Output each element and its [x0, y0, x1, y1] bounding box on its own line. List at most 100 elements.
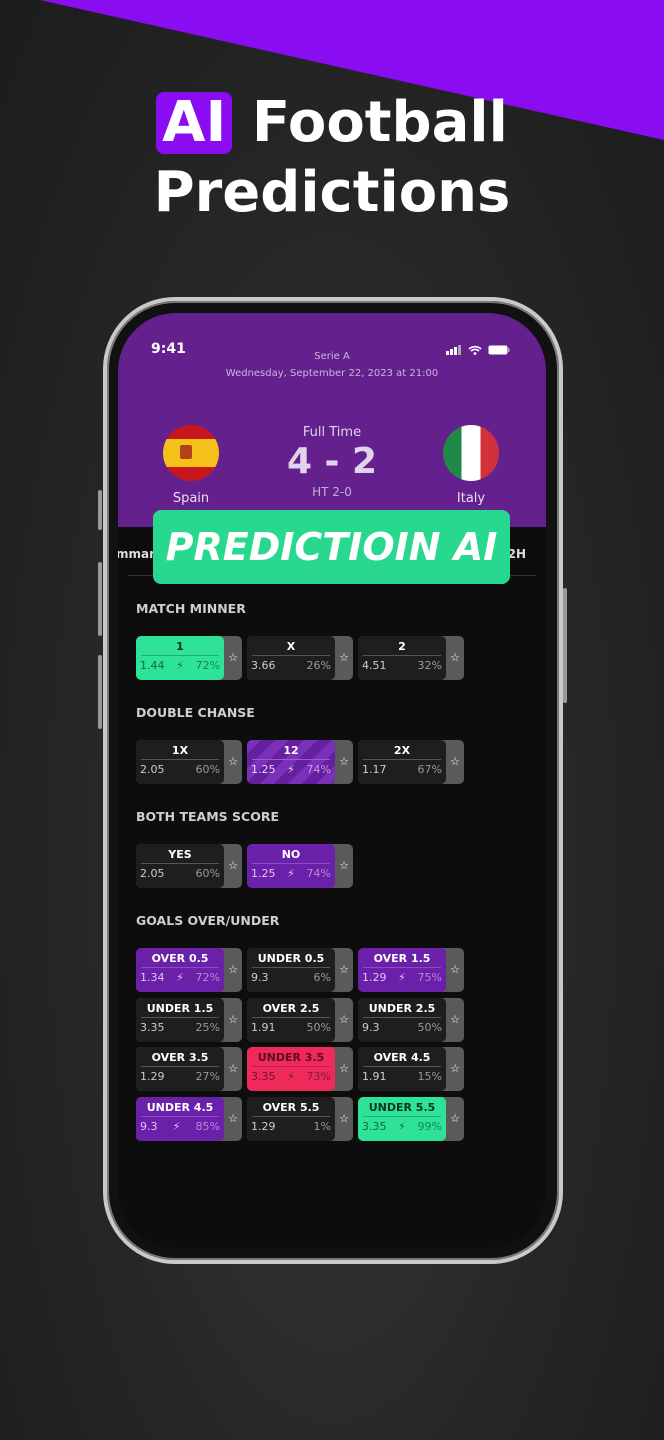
lightning-icon: ⚡︎ [287, 763, 295, 776]
star-favorite-icon[interactable]: ☆ [228, 1012, 238, 1026]
odds-card[interactable]: OVER 4.5 1.91 15% ☆ [358, 1047, 464, 1091]
status-time: 9:41 [151, 341, 186, 357]
odds-percent: 60% [195, 867, 220, 880]
odds-card[interactable]: UNDER 4.5 9.3 ⚡︎ 85% ☆ [136, 1096, 242, 1141]
odds-card-body[interactable]: UNDER 2.5 9.3 50% [358, 997, 446, 1042]
star-favorite-icon[interactable]: ☆ [339, 1012, 349, 1026]
tab-summary[interactable]: mmary [118, 547, 163, 561]
odds-card[interactable]: 2X 1.17 67% ☆ [358, 740, 464, 784]
odds-card[interactable]: OVER 3.5 1.29 27% ☆ [136, 1047, 242, 1091]
odds-card-body[interactable]: OVER 4.5 1.91 15% [358, 1047, 446, 1091]
star-favorite-icon[interactable]: ☆ [450, 1062, 460, 1075]
odds-card-body[interactable]: 2X 1.17 67% [358, 740, 446, 784]
match-header: 9:41 Serie A Wednesday, September 22, 20… [118, 313, 546, 527]
odds-percent: 15% [417, 1070, 442, 1083]
star-favorite-icon[interactable]: ☆ [450, 651, 460, 664]
odds-card[interactable]: UNDER 3.5 3.35 ⚡︎ 73% ☆ [247, 1047, 353, 1091]
tab-2h[interactable]: 2H [507, 547, 526, 561]
odds-card-body[interactable]: OVER 0.5 1.34 ⚡︎ 72% [136, 948, 224, 992]
odds-card[interactable]: 1 1.44 ⚡︎ 72% ☆ [136, 636, 242, 680]
odds-card-body[interactable]: UNDER 4.5 9.3 ⚡︎ 85% [136, 1096, 224, 1141]
odds-card-body[interactable]: UNDER 5.5 3.35 ⚡︎ 99% [358, 1096, 446, 1141]
odds-percent: 75% [417, 971, 442, 984]
lightning-icon: ⚡︎ [287, 1070, 295, 1083]
star-favorite-icon[interactable]: ☆ [450, 1111, 460, 1125]
match-score: 4 - 2 [286, 441, 378, 482]
odds-card[interactable]: OVER 5.5 1.29 1% ☆ [247, 1096, 353, 1141]
star-favorite-icon[interactable]: ☆ [228, 859, 238, 872]
odds-percent: 60% [195, 763, 220, 776]
odds-card-body[interactable]: 12 1.25 ⚡︎ 74% [247, 740, 335, 784]
odds-card[interactable]: 2 4.51 32% ☆ [358, 636, 464, 680]
odds-card[interactable]: 12 1.25 ⚡︎ 74% ☆ [247, 740, 353, 784]
phone-button [98, 655, 102, 729]
halftime-score: HT 2-0 [312, 485, 352, 499]
section-title: MATCH MINNER [136, 601, 246, 616]
home-team[interactable]: Spain [172, 491, 210, 506]
odds-value: 1.25 [251, 763, 276, 776]
odds-card[interactable]: YES 2.05 60% ☆ [136, 844, 242, 888]
odds-value: 2.05 [140, 763, 165, 776]
star-favorite-icon[interactable]: ☆ [228, 1062, 238, 1075]
odds-value: 1.44 [140, 659, 165, 672]
star-favorite-icon[interactable]: ☆ [339, 963, 349, 976]
odds-card-body[interactable]: OVER 3.5 1.29 27% [136, 1047, 224, 1091]
odds-card-body[interactable]: UNDER 1.5 3.35 25% [136, 997, 224, 1042]
odds-label: UNDER 1.5 [141, 998, 219, 1018]
section-title: GOALS OVER/UNDER [136, 913, 280, 928]
odds-percent: 27% [195, 1070, 220, 1083]
odds-card-body[interactable]: OVER 2.5 1.91 50% [247, 997, 335, 1042]
spain-flag-icon[interactable] [163, 425, 219, 481]
odds-card[interactable]: OVER 2.5 1.91 50% ☆ [247, 997, 353, 1042]
odds-label: OVER 3.5 [141, 1047, 219, 1067]
star-favorite-icon[interactable]: ☆ [228, 755, 238, 768]
odds-card[interactable]: X 3.66 26% ☆ [247, 636, 353, 680]
odds-card[interactable]: OVER 0.5 1.34 ⚡︎ 72% ☆ [136, 948, 242, 992]
odds-card[interactable]: UNDER 1.5 3.35 25% ☆ [136, 997, 242, 1042]
odds-card[interactable]: 1X 2.05 60% ☆ [136, 740, 242, 784]
odds-card-body[interactable]: 1 1.44 ⚡︎ 72% [136, 636, 224, 680]
odds-card[interactable]: OVER 1.5 1.29 ⚡︎ 75% ☆ [358, 948, 464, 992]
odds-card[interactable]: UNDER 0.5 9.3 6% ☆ [247, 948, 353, 992]
lightning-icon: ⚡︎ [398, 1119, 406, 1133]
odds-value: 1.29 [140, 1070, 165, 1083]
odds-card-body[interactable]: 2 4.51 32% [358, 636, 446, 680]
odds-card-body[interactable]: UNDER 0.5 9.3 6% [247, 948, 335, 992]
star-favorite-icon[interactable]: ☆ [450, 1012, 460, 1026]
odds-card-body[interactable]: OVER 5.5 1.29 1% [247, 1096, 335, 1141]
odds-percent: 6% [313, 971, 331, 984]
odds-label: YES [141, 844, 219, 864]
odds-card[interactable]: NO 1.25 ⚡︎ 74% ☆ [247, 844, 353, 888]
star-favorite-icon[interactable]: ☆ [228, 651, 238, 664]
odds-card[interactable]: UNDER 2.5 9.3 50% ☆ [358, 997, 464, 1042]
wifi-icon [468, 345, 482, 355]
odds-value: 1.17 [362, 763, 387, 776]
odds-percent: 67% [417, 763, 442, 776]
star-favorite-icon[interactable]: ☆ [339, 755, 349, 768]
lightning-icon: ⚡︎ [172, 1119, 181, 1133]
star-favorite-icon[interactable]: ☆ [450, 963, 460, 976]
odds-card-body[interactable]: UNDER 3.5 3.35 ⚡︎ 73% [247, 1047, 335, 1091]
star-favorite-icon[interactable]: ☆ [228, 963, 238, 976]
odds-card-body[interactable]: X 3.66 26% [247, 636, 335, 680]
app-screen: 9:41 Serie A Wednesday, September 22, 20… [118, 313, 546, 1248]
odds-card[interactable]: UNDER 5.5 3.35 ⚡︎ 99% ☆ [358, 1096, 464, 1141]
odds-card-body[interactable]: YES 2.05 60% [136, 844, 224, 888]
away-team[interactable]: Italy [456, 491, 486, 506]
italy-flag-icon[interactable] [443, 425, 499, 481]
star-favorite-icon[interactable]: ☆ [339, 1111, 349, 1125]
odds-card-body[interactable]: NO 1.25 ⚡︎ 74% [247, 844, 335, 888]
star-favorite-icon[interactable]: ☆ [339, 1062, 349, 1075]
odds-value: 9.3 [140, 1119, 158, 1133]
star-favorite-icon[interactable]: ☆ [339, 859, 349, 872]
odds-percent: 85% [195, 1119, 220, 1133]
odds-label: UNDER 3.5 [252, 1047, 330, 1067]
odds-value: 9.3 [362, 1020, 380, 1034]
odds-value: 3.35 [251, 1070, 276, 1083]
star-favorite-icon[interactable]: ☆ [450, 755, 460, 768]
odds-card-body[interactable]: 1X 2.05 60% [136, 740, 224, 784]
star-favorite-icon[interactable]: ☆ [228, 1111, 238, 1125]
star-favorite-icon[interactable]: ☆ [339, 651, 349, 664]
odds-card-body[interactable]: OVER 1.5 1.29 ⚡︎ 75% [358, 948, 446, 992]
odds-label: X [252, 636, 330, 656]
